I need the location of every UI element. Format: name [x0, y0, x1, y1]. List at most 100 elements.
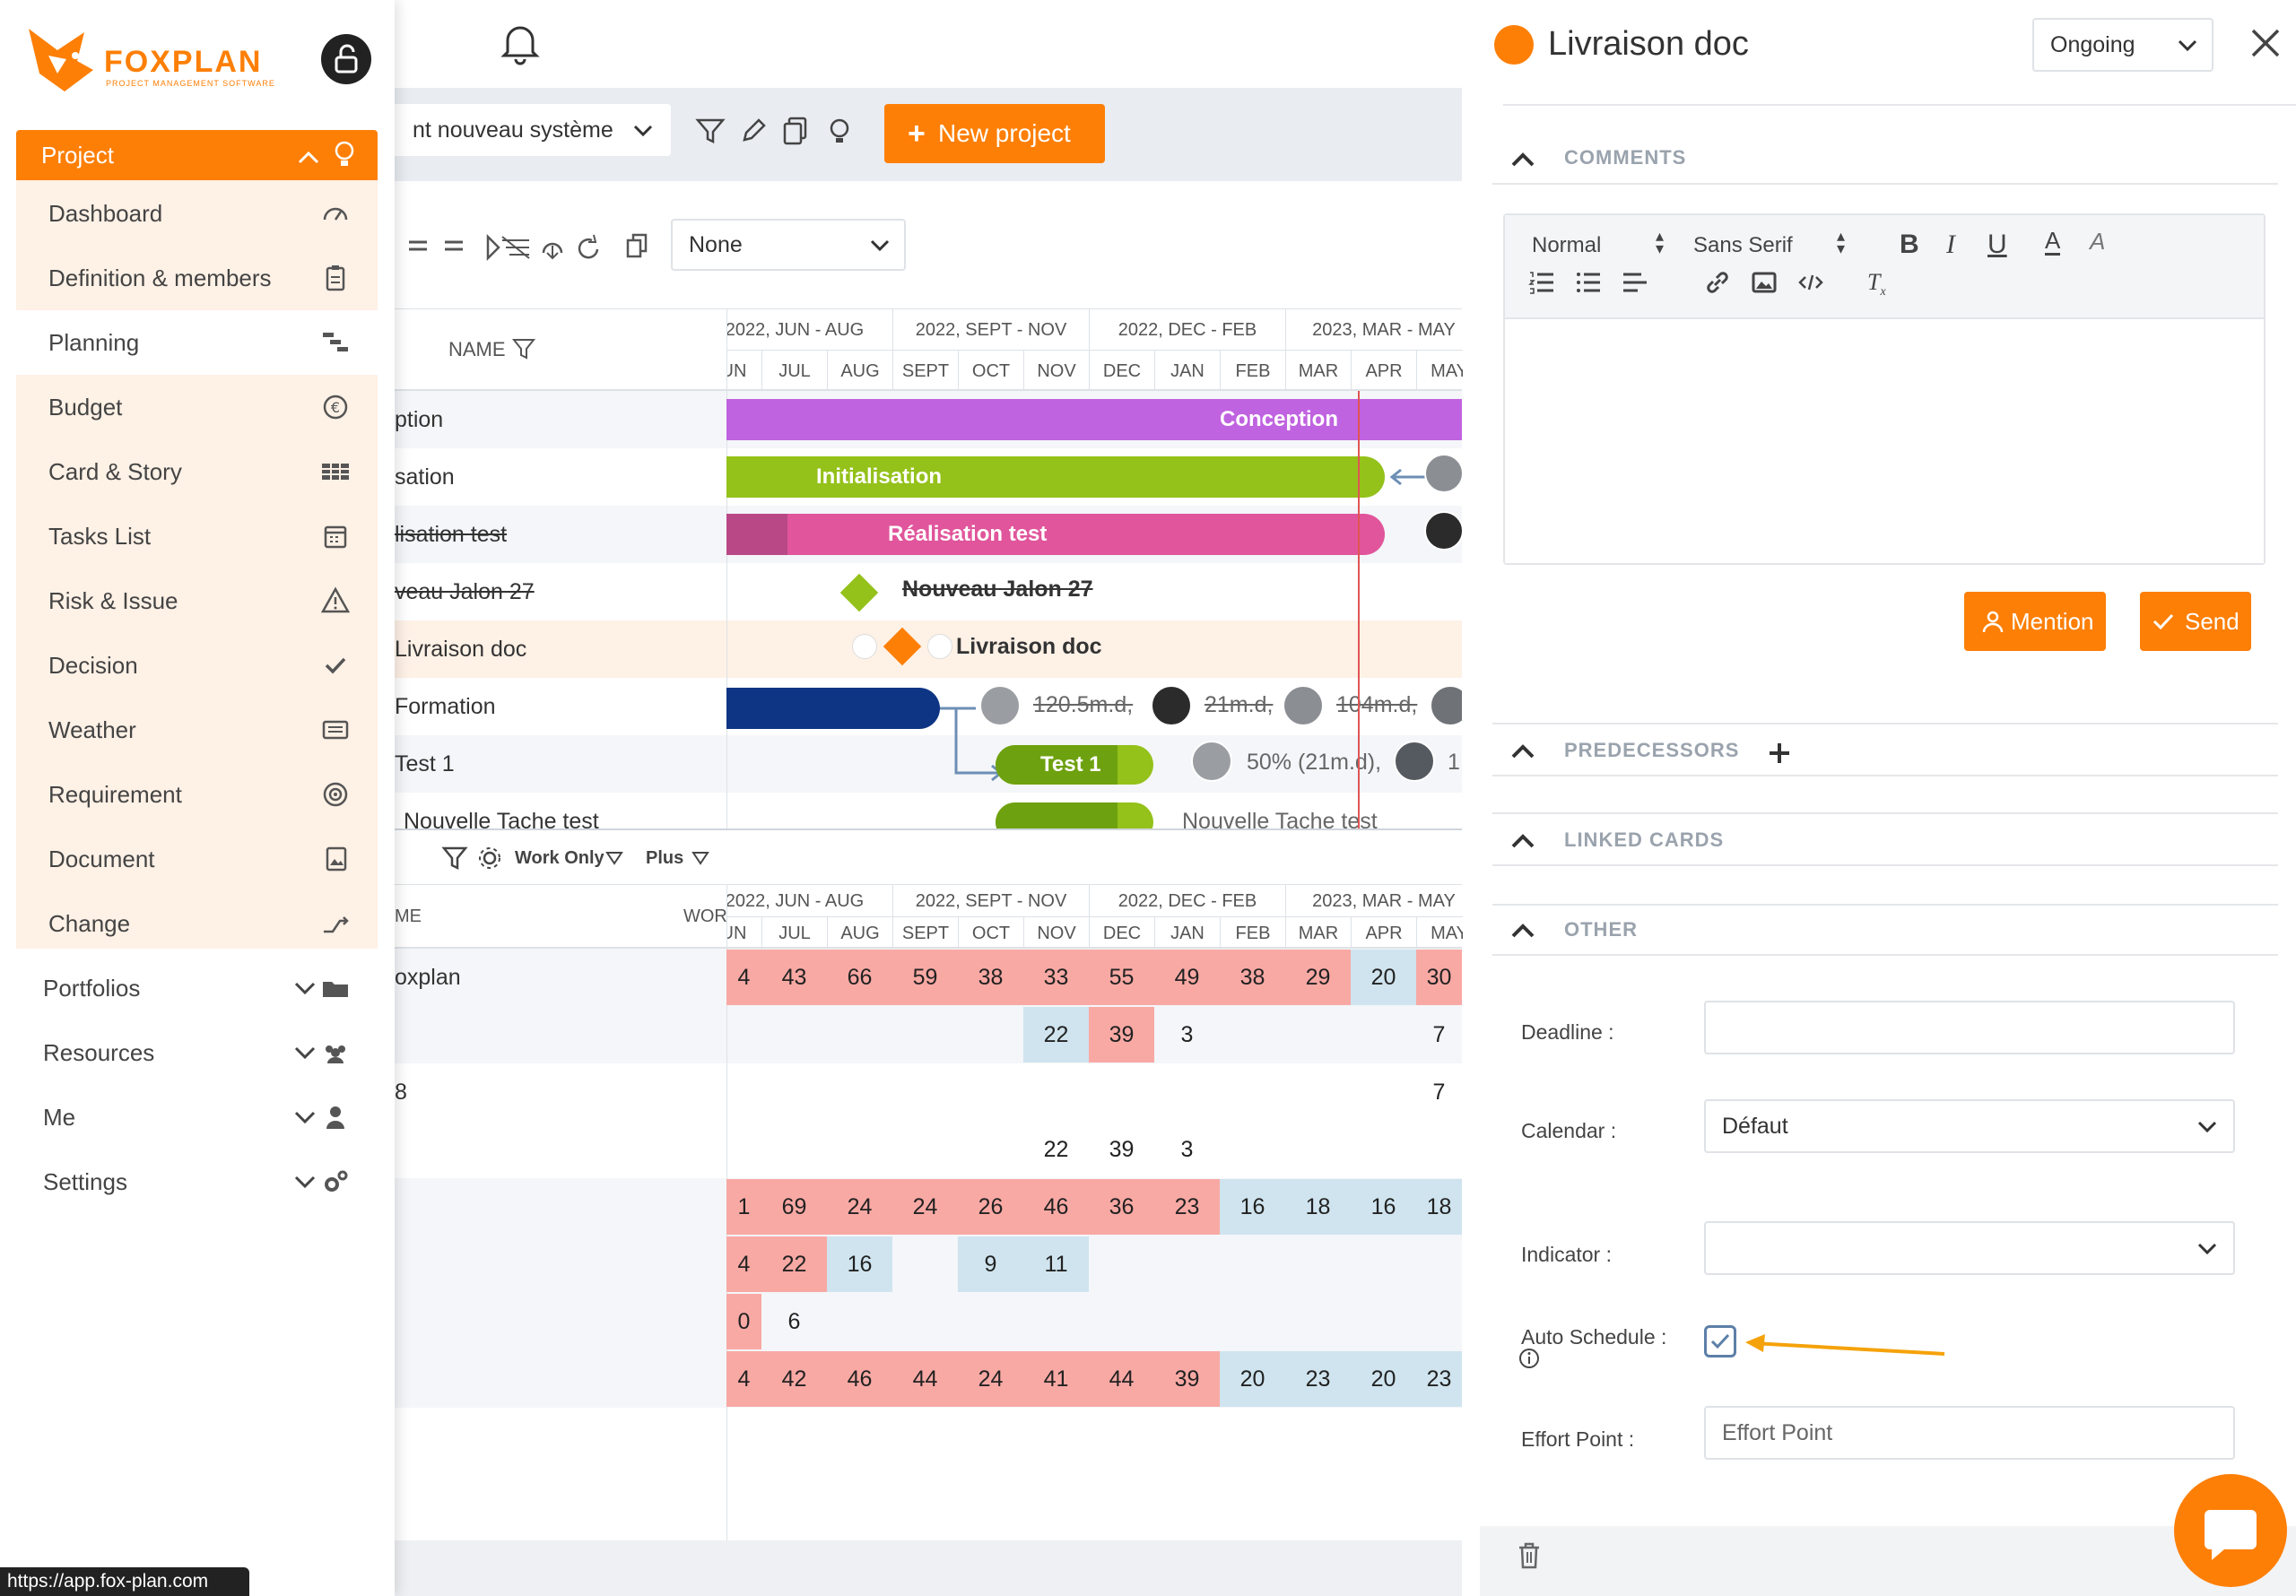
linked-cards-section-title[interactable]: LINKED CARDS — [1564, 828, 1725, 851]
link-icon[interactable] — [1704, 269, 1731, 296]
link-handle[interactable] — [927, 634, 952, 659]
plus-toggle[interactable]: Plus — [646, 848, 684, 868]
task-name[interactable]: ption — [395, 407, 444, 432]
milestone-nouveau-jalon[interactable] — [839, 573, 879, 612]
align-icon[interactable] — [1622, 269, 1648, 296]
horizontal-scrollbar[interactable] — [395, 1540, 1462, 1596]
bar-nouvelle-tache[interactable] — [996, 802, 1153, 828]
status-select[interactable]: Ongoing — [2032, 18, 2213, 72]
bar-realisation-test[interactable]: Réalisation test — [726, 514, 1385, 555]
foxplan-logo[interactable]: FOXPLAN PROJECT MANAGEMENT SOFTWARE — [22, 23, 309, 95]
gantt-tool-icons[interactable] — [395, 230, 664, 265]
trash-icon[interactable] — [1516, 1540, 1543, 1571]
sidebar-item-requirement[interactable]: Requirement — [16, 762, 378, 827]
copy-icon[interactable] — [780, 115, 813, 147]
sidebar-item-tasks-list[interactable]: Tasks List — [16, 504, 378, 568]
auto-schedule-checkbox[interactable] — [1704, 1325, 1736, 1357]
ordered-list-icon[interactable] — [1528, 269, 1555, 296]
bar-test-1[interactable]: Test 1 — [996, 745, 1153, 785]
new-project-button[interactable]: + New project — [884, 104, 1105, 163]
task-name[interactable]: lisation test — [395, 522, 508, 547]
sidebar-item-dashboard[interactable]: Dashboard — [16, 181, 378, 246]
effort-point-input[interactable]: Effort Point — [1704, 1406, 2235, 1460]
sidebar-item-risk-issue[interactable]: Risk & Issue — [16, 568, 378, 633]
sidebar-section-me[interactable]: Me — [16, 1085, 378, 1149]
chevron-up-icon[interactable] — [1509, 145, 1537, 174]
mention-button[interactable]: Mention — [1964, 592, 2106, 651]
workload-toolbar: Work Only Plus — [395, 828, 1462, 884]
resource-name[interactable]: oxplan — [395, 965, 461, 990]
name-column-header[interactable]: NAME — [448, 338, 506, 360]
chevron-up-icon[interactable] — [1509, 916, 1537, 945]
predecessors-section-title[interactable]: PREDECESSORS — [1564, 739, 1740, 761]
comment-text-area[interactable] — [1505, 321, 2264, 563]
task-name[interactable]: Test 1 — [395, 751, 455, 776]
sidebar-section-settings[interactable]: Settings — [16, 1149, 378, 1214]
chevron-up-icon[interactable] — [1509, 737, 1537, 766]
sidebar-section-resources[interactable]: Resources — [16, 1020, 378, 1085]
bell-icon[interactable] — [495, 18, 545, 68]
info-icon[interactable] — [1518, 1347, 1541, 1370]
fox-logo-icon — [29, 29, 93, 91]
project-select[interactable]: nt nouveau système — [395, 104, 671, 156]
highlight-icon[interactable]: A — [2090, 228, 2106, 255]
card-title[interactable]: Livraison doc — [1548, 25, 1749, 63]
month-label: NOV — [1024, 917, 1090, 950]
caret-down-icon[interactable] — [604, 848, 624, 868]
sidebar-item-card-story[interactable]: Card & Story — [16, 439, 378, 504]
task-name[interactable]: sation — [395, 464, 455, 490]
workload-cell: 4 — [726, 950, 761, 1005]
bold-icon[interactable]: B — [1900, 230, 1919, 259]
none-select[interactable]: None — [671, 219, 906, 271]
task-name[interactable]: Livraison doc — [395, 637, 527, 662]
filter-icon[interactable] — [511, 336, 536, 361]
text-color-icon[interactable]: A — [2045, 227, 2061, 256]
bullet-list-icon[interactable] — [1575, 269, 1602, 296]
sidebar-item-decision[interactable]: Decision — [16, 633, 378, 698]
task-name[interactable]: Nouvelle Tache test — [404, 809, 599, 828]
sidebar-item-definition[interactable]: Definition & members — [16, 246, 378, 310]
filter-off-icon[interactable] — [441, 845, 468, 872]
sidebar-section-portfolios[interactable]: Portfolios — [16, 956, 378, 1020]
sidebar-item-document[interactable]: Document — [16, 827, 378, 891]
sidebar-item-planning[interactable]: Planning — [16, 310, 378, 375]
gear-icon[interactable] — [477, 846, 502, 871]
send-button[interactable]: Send — [2140, 592, 2251, 651]
comments-section-title[interactable]: COMMENTS — [1564, 146, 1687, 169]
bar-formation[interactable] — [726, 688, 940, 729]
other-section-title[interactable]: OTHER — [1564, 918, 1638, 941]
add-predecessor-icon[interactable] — [1767, 741, 1792, 766]
image-icon[interactable] — [1751, 269, 1778, 296]
italic-icon[interactable]: I — [1946, 230, 1955, 259]
pencil-icon[interactable] — [737, 115, 770, 147]
auto-schedule-label: Auto Schedule : — [1521, 1325, 1667, 1349]
lock-button[interactable] — [321, 34, 371, 84]
lightbulb-icon[interactable] — [823, 115, 856, 147]
chat-launcher[interactable] — [2174, 1474, 2287, 1587]
project-menu-header[interactable]: Project — [16, 130, 378, 180]
filter-icon[interactable] — [694, 115, 726, 147]
effort-point-placeholder: Effort Point — [1722, 1420, 1833, 1445]
deadline-input[interactable] — [1704, 1001, 2235, 1054]
work-only-toggle[interactable]: Work Only — [515, 848, 604, 868]
caret-down-icon[interactable] — [691, 848, 710, 868]
sidebar-item-change[interactable]: Change — [16, 891, 378, 956]
calendar-select[interactable]: Défaut — [1704, 1099, 2235, 1153]
code-icon[interactable] — [1797, 269, 1824, 296]
sidebar-item-budget[interactable]: Budget € — [16, 375, 378, 439]
sidebar-item-weather[interactable]: Weather — [16, 698, 378, 762]
bar-conception[interactable]: Conception — [726, 399, 1462, 440]
indicator-select[interactable] — [1704, 1221, 2235, 1275]
gantt-icon — [320, 327, 351, 358]
font-select[interactable]: Sans Serif — [1693, 233, 1793, 257]
chevron-up-icon[interactable] — [1509, 827, 1537, 855]
close-icon[interactable] — [2248, 25, 2283, 61]
task-name[interactable]: veau Jalon 27 — [395, 579, 535, 604]
task-name[interactable]: Formation — [395, 694, 496, 719]
link-handle[interactable] — [852, 634, 877, 659]
bar-initialisation[interactable]: Initialisation — [726, 456, 1385, 498]
resource-name[interactable]: 8 — [395, 1080, 407, 1105]
style-select[interactable]: Normal — [1532, 233, 1602, 257]
clear-format-icon[interactable]: Tx — [1867, 269, 1886, 299]
underline-icon[interactable]: U — [1987, 230, 2007, 259]
